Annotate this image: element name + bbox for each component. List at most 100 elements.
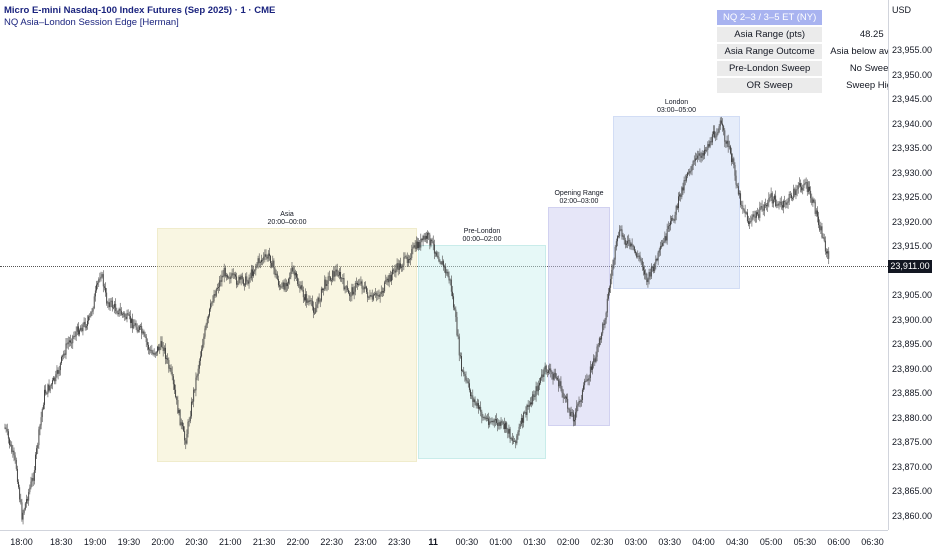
candle-body <box>645 273 647 275</box>
candle-body <box>7 431 9 439</box>
candle-body <box>55 374 57 382</box>
candle-body <box>66 343 68 345</box>
candle-body <box>65 343 67 355</box>
candle-body <box>494 419 496 421</box>
candle-body <box>168 360 170 369</box>
candle-body <box>210 303 212 310</box>
candle-body <box>53 377 55 381</box>
candle-body <box>498 422 500 426</box>
candle-body <box>760 206 762 208</box>
candle-body <box>555 377 557 379</box>
candle-body <box>242 279 244 285</box>
price-tick-label: 23,955.00 <box>892 45 932 56</box>
candle-body <box>505 422 507 429</box>
candle-body <box>475 402 477 406</box>
candle-body <box>574 419 575 422</box>
current-price-line <box>0 266 888 267</box>
candle-body <box>751 217 753 221</box>
candle-body <box>744 210 746 214</box>
candle-body <box>780 201 782 206</box>
candle-body <box>402 265 404 268</box>
candle-body <box>725 141 727 144</box>
price-tick-label: 23,935.00 <box>892 143 932 154</box>
symbol-title[interactable]: Micro E-mini Nasdaq-100 Index Futures (S… <box>4 5 276 16</box>
candle-body <box>42 404 44 409</box>
candle-body <box>453 296 455 308</box>
candle-body <box>423 235 425 240</box>
candle-body <box>565 396 566 398</box>
candle-body <box>141 326 143 334</box>
candle-body <box>294 272 296 276</box>
candle-body <box>526 405 528 415</box>
candle-body <box>548 370 549 373</box>
session-box-london[interactable] <box>613 116 740 289</box>
candle-body <box>635 251 636 254</box>
candle-body <box>401 267 403 268</box>
candle-body <box>358 283 360 286</box>
candle-body <box>665 236 667 241</box>
session-box-opening-range[interactable] <box>548 207 610 426</box>
candle-body <box>456 317 458 336</box>
candle-body <box>246 276 248 282</box>
axis-corner[interactable] <box>888 530 932 550</box>
time-axis[interactable] <box>0 530 888 551</box>
candle-body <box>663 241 665 243</box>
candle-body <box>667 225 669 229</box>
candle-body <box>360 281 362 284</box>
candle-body <box>261 259 262 263</box>
candle-body <box>194 389 196 391</box>
candle-body <box>250 269 252 279</box>
session-box-asia[interactable] <box>157 228 417 462</box>
candle-body <box>459 355 461 357</box>
candle-body <box>644 270 645 275</box>
current-price-badge: 23,911.00 <box>888 260 932 273</box>
candle-body <box>741 204 743 206</box>
candle-body <box>68 340 70 343</box>
candle-body <box>329 277 331 281</box>
candle-body <box>592 362 594 370</box>
session-name: London <box>664 99 689 106</box>
indicator-title[interactable]: NQ Asia–London Session Edge [Herman] <box>4 17 179 28</box>
candle-body <box>396 263 398 269</box>
candle-body <box>768 198 770 203</box>
candle-body <box>51 380 53 385</box>
candle-body <box>801 186 803 191</box>
candle-body <box>509 428 511 439</box>
candle-body <box>49 385 51 391</box>
candle-body <box>296 272 297 278</box>
candle-body <box>517 432 519 436</box>
candle-body <box>461 356 462 371</box>
candle-body <box>414 245 416 249</box>
candle-body <box>30 481 32 488</box>
session-box-pre-london[interactable] <box>418 245 546 459</box>
candle-body <box>427 232 429 239</box>
candle-body <box>98 279 100 283</box>
candle-body <box>491 420 493 422</box>
candle-body <box>525 412 527 415</box>
candle-body <box>432 241 434 245</box>
candle-body <box>238 276 240 284</box>
candle-body <box>777 204 779 206</box>
candle-body <box>118 308 120 315</box>
candle-body <box>384 282 386 292</box>
candle-body <box>15 460 17 469</box>
candle-body <box>661 245 662 247</box>
candle-body <box>316 304 318 308</box>
candle-body <box>117 313 119 315</box>
candle-body <box>75 331 77 337</box>
candle-body <box>535 386 537 397</box>
price-tick-label: 23,930.00 <box>892 167 932 178</box>
candle-body <box>192 401 193 403</box>
candle-body <box>581 389 583 400</box>
candle-body <box>585 380 587 382</box>
session-time: 00:00–02:00 <box>462 236 502 243</box>
candle-body <box>181 422 183 427</box>
candle-body <box>119 308 121 311</box>
candle-body <box>732 158 734 162</box>
candle-body <box>189 416 191 422</box>
candle-body <box>214 294 216 296</box>
candle-body <box>742 205 744 210</box>
candle-body <box>426 235 427 239</box>
candle-body <box>662 242 664 246</box>
